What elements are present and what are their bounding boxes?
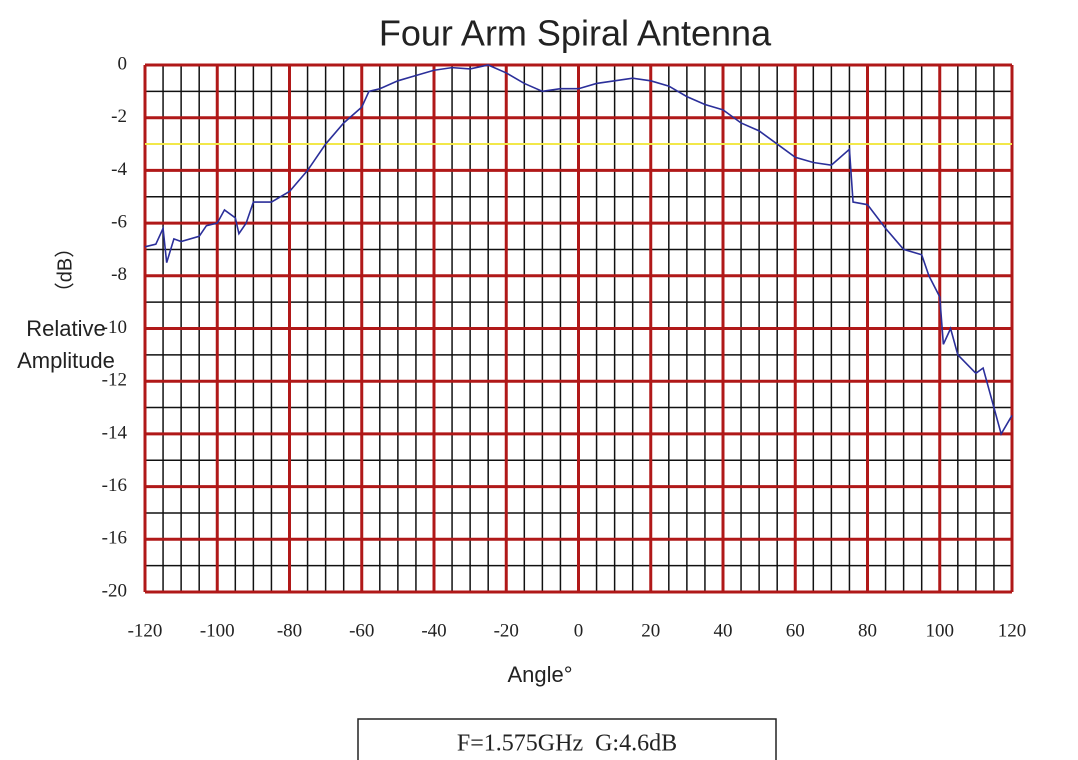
x-tick-label: -80 [277, 620, 302, 641]
x-tick-label: -20 [494, 620, 519, 641]
y-tick-label: -14 [102, 422, 128, 443]
y-axis-unit: （dB） [53, 238, 76, 302]
y-tick-label: -16 [102, 475, 127, 496]
x-axis-label: Angle° [507, 662, 572, 687]
chart-title: Four Arm Spiral Antenna [379, 13, 772, 54]
x-tick-label: -60 [349, 620, 374, 641]
y-tick-label: -20 [102, 580, 127, 601]
y-axis-label: Relative [26, 316, 105, 341]
x-tick-label: 100 [926, 620, 955, 641]
note: F=1.575GHz G:4.6dB [457, 731, 677, 757]
x-tick-label: 40 [714, 620, 733, 641]
x-tick-label: 0 [574, 620, 584, 641]
y-tick-label: -10 [102, 317, 127, 338]
x-tick-label: -40 [421, 620, 446, 641]
x-tick-label: -120 [128, 620, 163, 641]
y-tick-label: -16 [102, 528, 127, 549]
x-tick-label: 60 [786, 620, 805, 641]
x-tick-label: 120 [998, 620, 1027, 641]
data-line [144, 64, 1013, 436]
note-box [357, 718, 777, 760]
y-tick-label: -4 [111, 159, 127, 180]
y-tick-label: -2 [111, 106, 127, 127]
y-tick-label: -6 [111, 211, 127, 232]
x-tick-label: -100 [200, 620, 235, 641]
y-tick-label: -8 [111, 264, 127, 285]
y-tick-label: 0 [118, 53, 128, 74]
y-tick-label: -12 [102, 370, 127, 391]
x-tick-label: 20 [641, 620, 660, 641]
y-axis-label: Amplitude [17, 348, 115, 373]
x-tick-label: 80 [858, 620, 877, 641]
